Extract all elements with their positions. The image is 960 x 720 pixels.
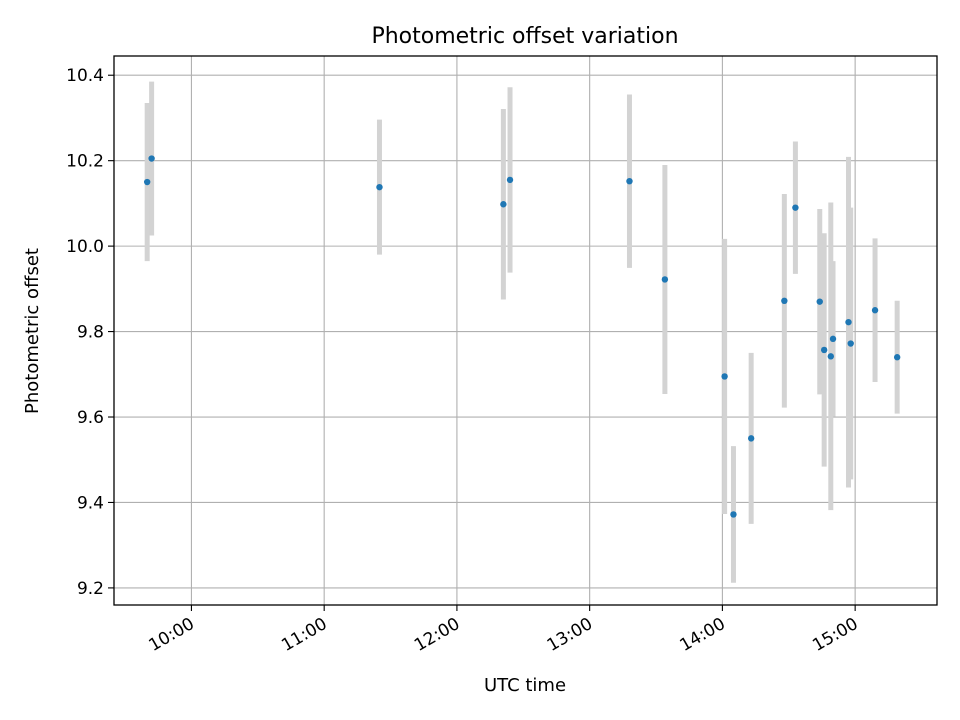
data-point [827, 353, 835, 360]
data-point [143, 178, 151, 186]
data-point [781, 297, 788, 305]
point-layer [143, 155, 901, 518]
data-point [845, 318, 852, 326]
y-tick-label: 10.2 [66, 152, 104, 172]
data-point [792, 204, 799, 211]
x-axis-label: UTC time [484, 675, 566, 696]
y-axis-label: Photometric offset [22, 248, 43, 414]
y-tick-label: 9.8 [77, 323, 104, 343]
data-point [871, 307, 879, 314]
chart-title: Photometric offset variation [371, 24, 678, 49]
data-point [829, 335, 837, 343]
data-point [500, 201, 507, 208]
y-tick-label: 9.2 [77, 579, 104, 599]
y-tick-label: 10.4 [66, 66, 104, 86]
data-point [626, 177, 633, 185]
data-point [721, 373, 728, 380]
data-point [893, 354, 901, 361]
y-tick-label: 9.4 [77, 493, 104, 513]
data-point [816, 298, 823, 305]
y-tick-label: 9.6 [77, 408, 104, 428]
data-point [747, 435, 755, 442]
data-point [847, 340, 854, 347]
data-point [376, 183, 383, 191]
data-point [820, 346, 828, 354]
data-point [730, 511, 737, 518]
y-tick-label: 10.0 [66, 237, 104, 257]
data-point [661, 276, 669, 283]
data-point [506, 176, 514, 184]
data-point [148, 155, 155, 162]
plot-area-frame [113, 55, 938, 606]
